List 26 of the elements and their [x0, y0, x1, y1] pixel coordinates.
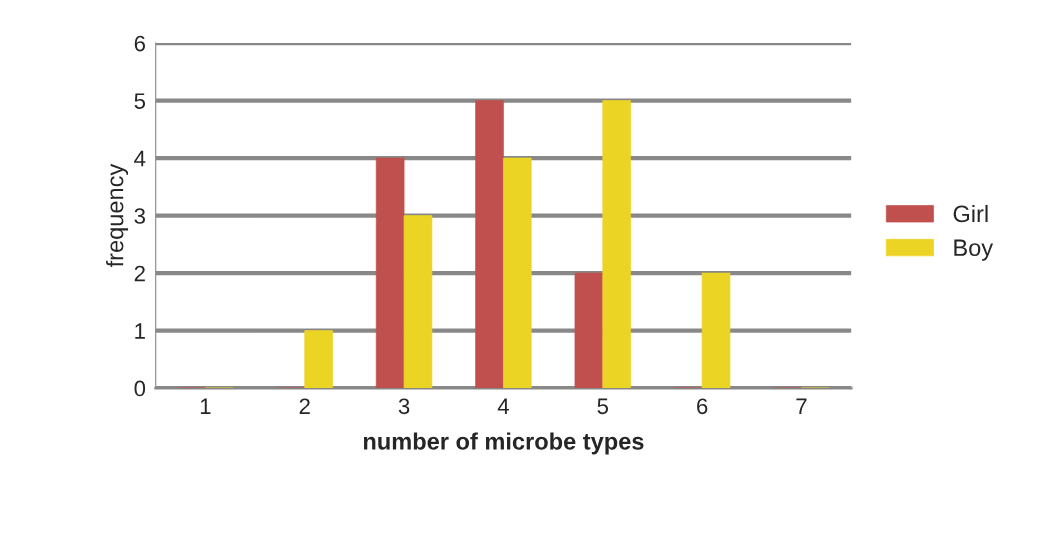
bar — [375, 157, 405, 389]
bar — [304, 330, 333, 389]
x-tick-label: 5 — [597, 398, 609, 415]
x-tick-label: 2 — [299, 398, 310, 414]
y-tick-label: 5 — [134, 93, 146, 109]
x-tick-label: 4 — [497, 398, 509, 414]
y-tick-label: 1 — [135, 323, 145, 339]
bar — [602, 100, 631, 389]
x-axis-title: number of microbe types — [363, 432, 644, 455]
y-tick-label: 2 — [134, 265, 145, 282]
bar — [475, 100, 504, 389]
legend-label: Girl — [953, 204, 988, 223]
x-tick-label: 3 — [398, 398, 410, 415]
bar — [503, 157, 532, 389]
y-axis-title: frequency — [106, 163, 129, 268]
bar — [574, 272, 604, 389]
y-tick-label: 4 — [134, 150, 146, 167]
y-tick-label: 3 — [134, 208, 145, 224]
legend-label: Boy — [954, 239, 994, 261]
y-tick-label: 6 — [134, 35, 145, 52]
y-tick-label: 0 — [134, 380, 146, 397]
x-tick-label: 7 — [796, 398, 807, 414]
bar — [701, 272, 731, 389]
x-tick-label: 6 — [697, 398, 708, 415]
bar — [403, 215, 433, 389]
x-tick-label: 1 — [200, 398, 211, 414]
